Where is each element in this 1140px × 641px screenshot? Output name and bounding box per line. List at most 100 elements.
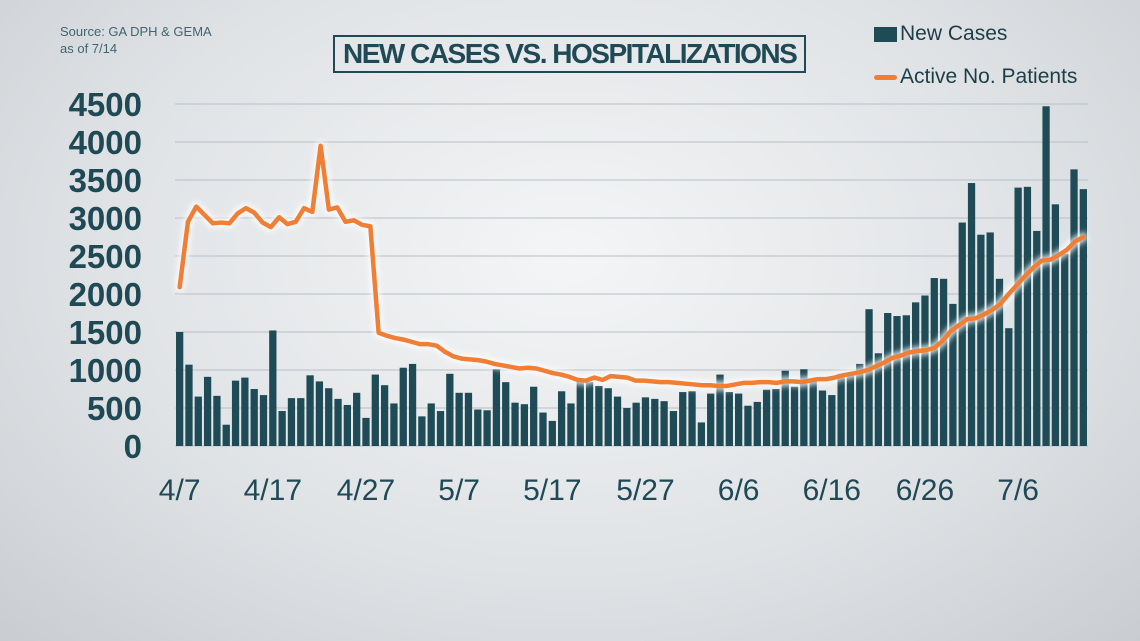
- new-cases-bar: [557, 391, 566, 446]
- new-cases-bar: [203, 376, 212, 446]
- new-cases-bar: [446, 373, 454, 446]
- new-cases-bar: [576, 379, 584, 446]
- new-cases-bar: [902, 315, 910, 446]
- y-tick-label: 3000: [69, 200, 142, 237]
- new-cases-bar: [269, 330, 277, 446]
- new-cases-bar: [464, 392, 473, 446]
- new-cases-bar: [287, 398, 296, 446]
- new-cases-bar: [893, 316, 901, 446]
- new-cases-bar: [949, 303, 957, 446]
- new-cases-bar: [772, 389, 780, 446]
- y-tick-label: 0: [124, 428, 142, 465]
- new-cases-bar: [371, 374, 379, 446]
- new-cases-bar: [278, 411, 286, 446]
- new-cases-bar: [306, 375, 314, 446]
- new-cases-bar: [762, 389, 771, 446]
- legend-item-new-cases: New Cases: [874, 21, 1077, 47]
- new-cases-bar: [828, 395, 836, 446]
- new-cases-bar: [436, 411, 445, 446]
- new-cases-bar: [548, 420, 556, 446]
- new-cases-bar: [530, 386, 538, 446]
- legend-bar-swatch: [874, 26, 897, 42]
- new-cases-bar: [1070, 169, 1078, 447]
- new-cases-bar: [231, 380, 240, 446]
- new-cases-bar: [492, 369, 501, 446]
- chart-title-text: NEW CASES VS. HOSPITALIZATIONS: [343, 38, 798, 69]
- new-cases-bar: [613, 396, 622, 446]
- new-cases-bar: [259, 395, 268, 446]
- new-cases-bar: [1033, 230, 1041, 446]
- new-cases-bar: [753, 401, 761, 446]
- new-cases-bar: [623, 408, 631, 446]
- y-tick-label: 4000: [69, 124, 142, 161]
- new-cases-bar: [567, 403, 575, 446]
- new-cases-bar: [632, 402, 640, 446]
- new-cases-bar: [604, 388, 612, 446]
- new-cases-bar: [585, 382, 594, 446]
- x-tick-label: 7/6: [997, 474, 1039, 507]
- new-cases-bar: [1042, 106, 1050, 446]
- new-cases-bar: [995, 278, 1004, 446]
- new-cases-bar: [846, 375, 855, 446]
- new-cases-bar: [865, 309, 873, 446]
- new-cases-bar: [455, 392, 463, 446]
- new-cases-bar: [716, 374, 724, 446]
- x-tick-label: 5/17: [523, 474, 581, 507]
- x-tick-label: 4/7: [159, 474, 201, 507]
- source-line: Source: GA DPH & GEMA: [60, 24, 212, 39]
- new-cases-bar: [362, 417, 370, 446]
- new-cases-bar: [1005, 328, 1013, 446]
- new-cases-bar: [194, 396, 202, 446]
- new-cases-bar: [222, 424, 230, 446]
- new-cases-bar: [250, 389, 258, 446]
- legend-label-active-patients: Active No. Patients: [900, 65, 1078, 88]
- y-tick-label: 1500: [69, 314, 142, 351]
- new-cases-bar: [939, 278, 948, 446]
- chart-title: NEW CASES VS. HOSPITALIZATIONS: [333, 35, 807, 73]
- y-tick-label: 500: [87, 390, 142, 427]
- new-cases-bar: [837, 373, 845, 446]
- y-tick-label: 3500: [69, 162, 142, 199]
- new-cases-bar: [213, 395, 221, 446]
- legend: New Cases Active No. Patients: [874, 21, 1077, 107]
- legend-label-new-cases: New Cases: [900, 22, 1008, 45]
- new-cases-bar: [930, 278, 938, 446]
- new-cases-bar: [641, 397, 650, 446]
- new-cases-bar: [539, 412, 547, 446]
- new-cases-bar: [297, 398, 305, 446]
- x-tick-label: 5/7: [438, 474, 480, 507]
- source-note: Source: GA DPH & GEMA as of 7/14: [60, 23, 212, 57]
- x-tick-label: 6/16: [803, 474, 861, 507]
- y-tick-label: 1000: [69, 352, 142, 389]
- new-cases-bar: [874, 353, 883, 446]
- new-cases-bar: [688, 391, 696, 446]
- x-tick-label: 4/27: [337, 474, 395, 507]
- y-tick-label: 2000: [69, 276, 142, 313]
- new-cases-bar: [325, 388, 333, 446]
- new-cases-bar: [1014, 187, 1022, 446]
- new-cases-bar: [856, 363, 864, 446]
- x-tick-label: 4/17: [244, 474, 302, 507]
- new-cases-bar: [185, 364, 193, 446]
- new-cases-bar: [241, 377, 249, 446]
- new-cases-bar: [483, 410, 491, 446]
- new-cases-bar: [697, 422, 706, 446]
- new-cases-bar: [986, 232, 994, 446]
- new-cases-bar: [334, 398, 342, 446]
- patients-line: [175, 141, 1088, 391]
- new-cases-bar: [725, 392, 733, 446]
- new-cases-bar: [651, 398, 659, 446]
- new-cases-bar: [520, 404, 528, 446]
- new-cases-bar: [380, 385, 389, 446]
- new-cases-bar: [679, 392, 687, 446]
- new-cases-bar: [595, 385, 603, 446]
- new-cases-bar: [474, 409, 482, 446]
- legend-line-swatch: [874, 74, 897, 80]
- new-cases-bar: [502, 382, 510, 446]
- new-cases-bar: [781, 370, 789, 446]
- new-cases-bar: [660, 401, 668, 446]
- new-cases-bar: [977, 234, 985, 446]
- new-cases-bar: [176, 332, 184, 446]
